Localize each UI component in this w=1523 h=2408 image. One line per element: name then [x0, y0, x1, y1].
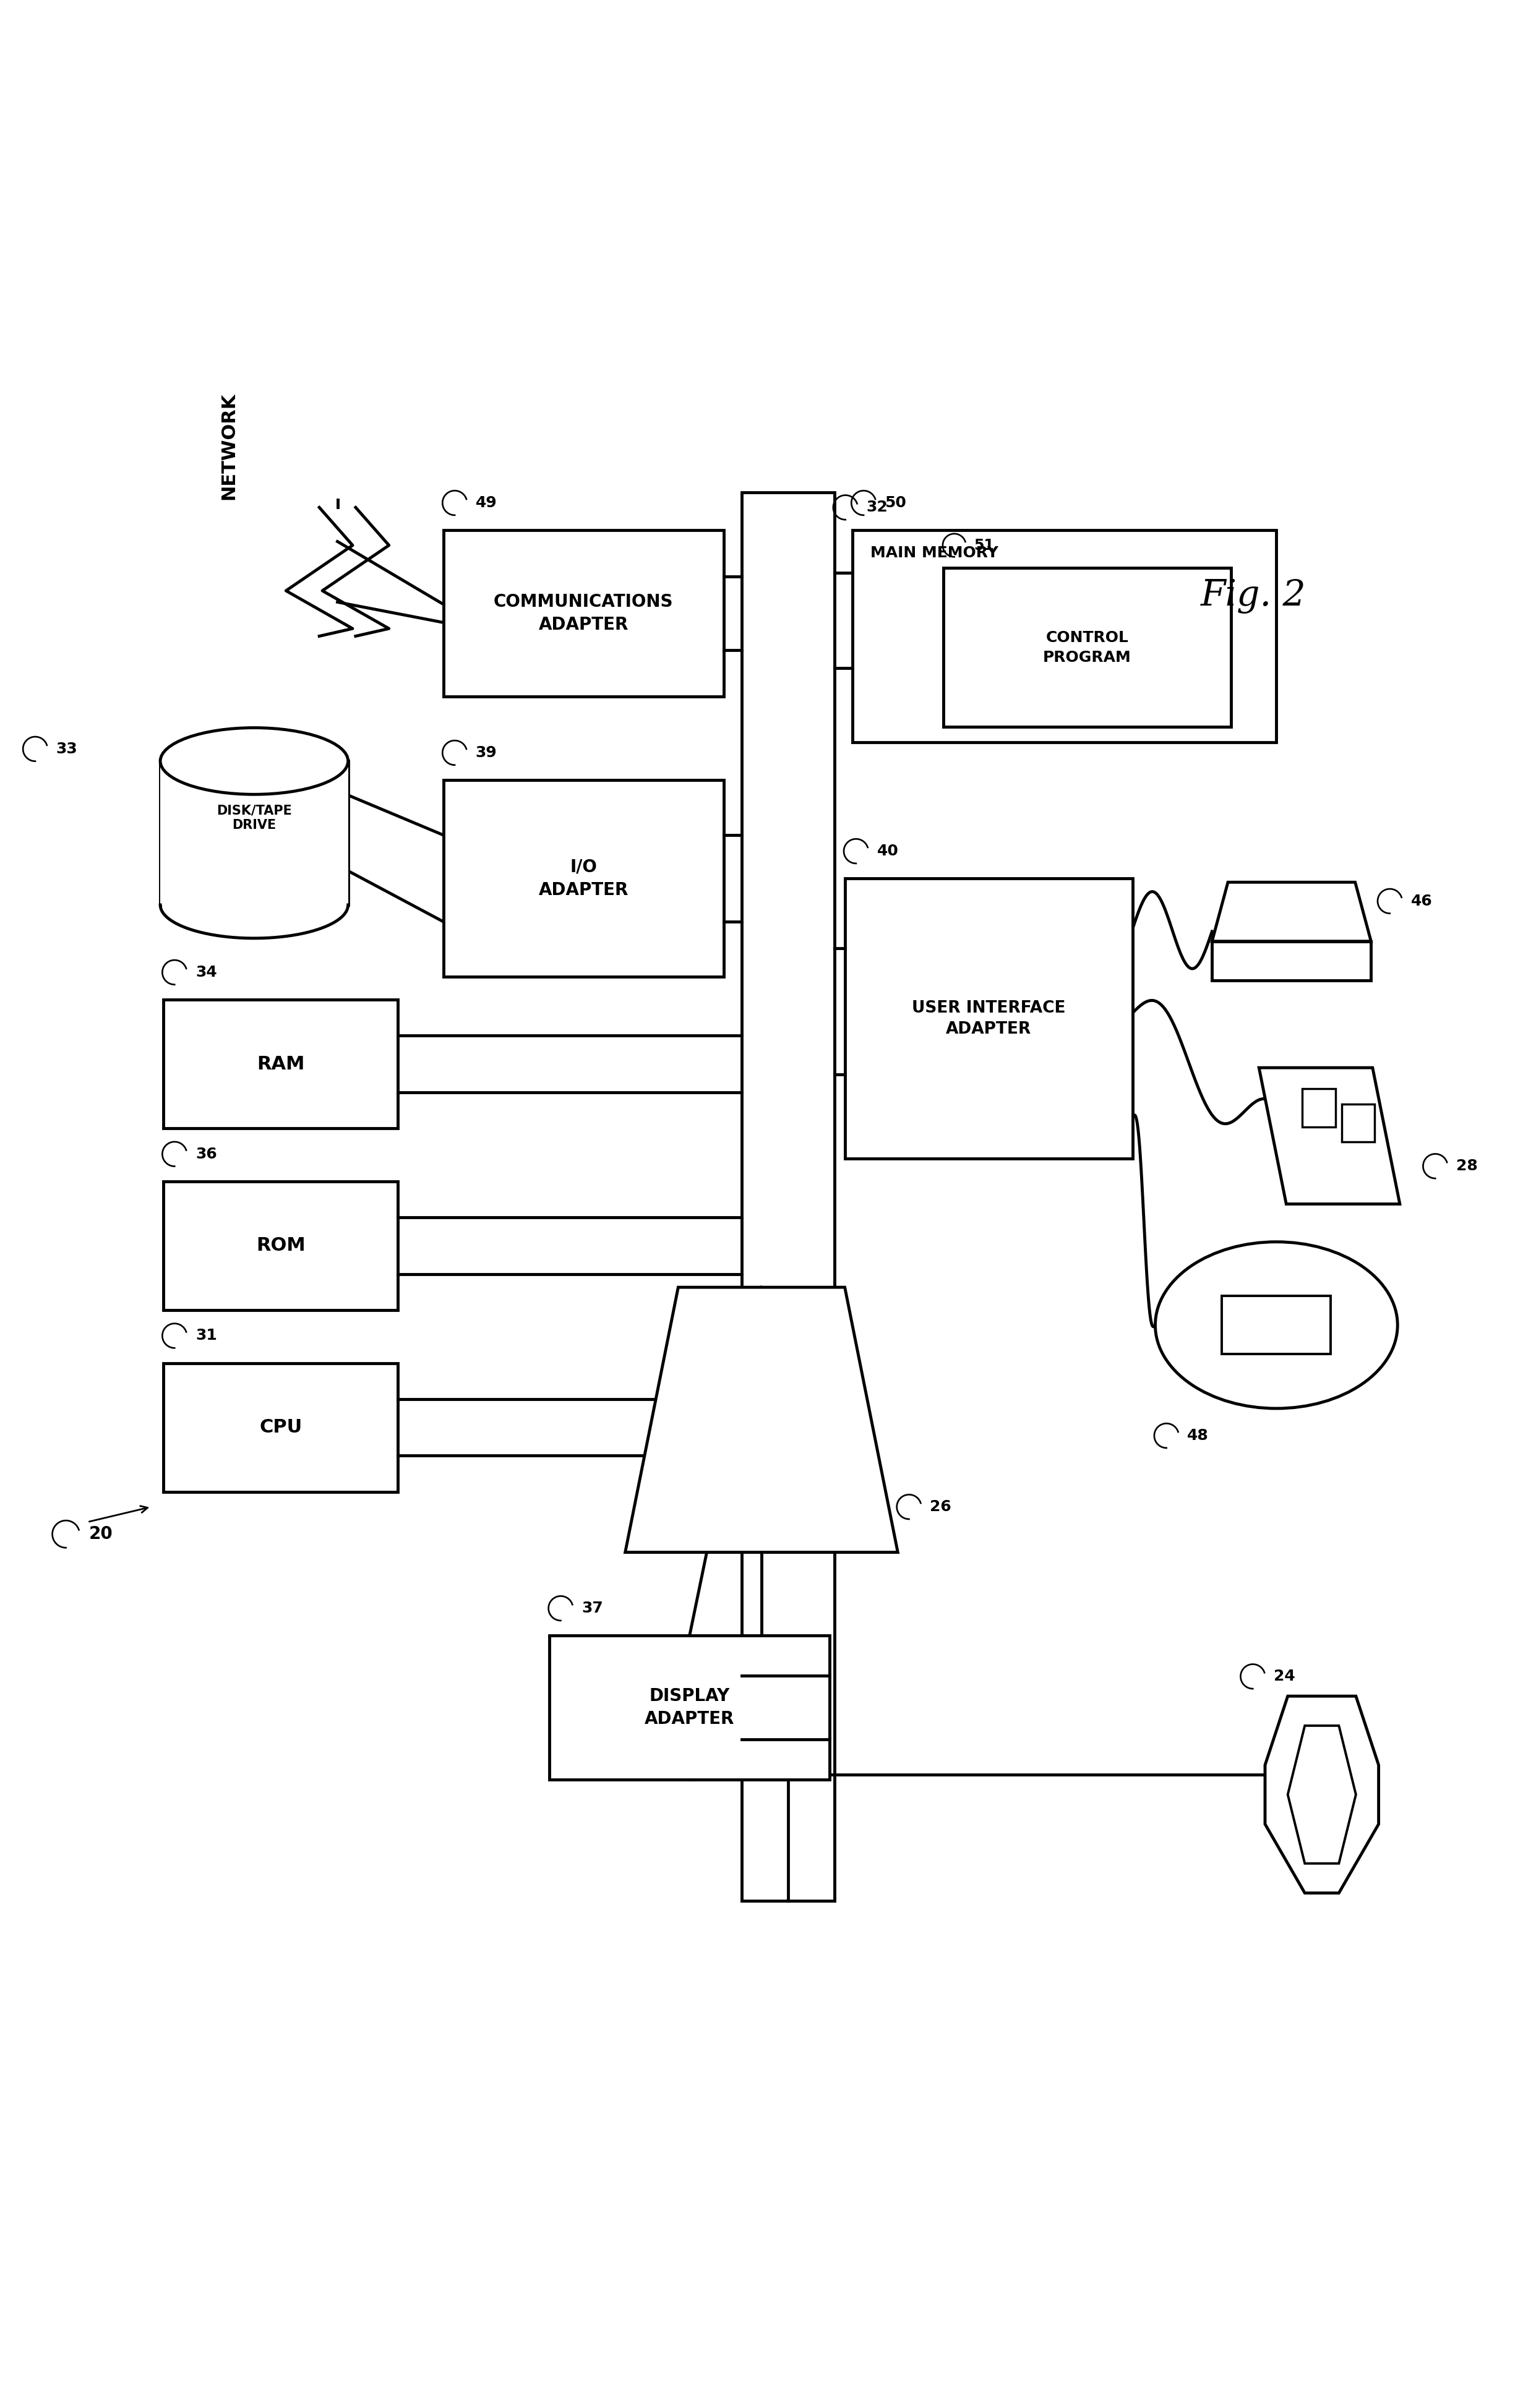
Text: MAIN MEMORY: MAIN MEMORY [871, 544, 999, 561]
Bar [1212, 942, 1371, 980]
Text: USER INTERFACE
ADAPTER: USER INTERFACE ADAPTER [912, 999, 1066, 1038]
Text: RAM: RAM [257, 1055, 305, 1074]
Bar [163, 1182, 398, 1310]
Text: NETWORK: NETWORK [219, 393, 238, 501]
Bar [845, 879, 1133, 1158]
Text: 40: 40 [877, 843, 899, 860]
Text: Fig. 2: Fig. 2 [1200, 578, 1307, 614]
Bar [943, 568, 1231, 727]
Text: 51: 51 [975, 537, 995, 554]
Text: ROM: ROM [256, 1238, 305, 1255]
Polygon shape [626, 1288, 897, 1553]
Bar [1221, 1296, 1331, 1353]
Polygon shape [160, 761, 349, 905]
Text: 32: 32 [867, 501, 888, 515]
Text: 28: 28 [1456, 1158, 1477, 1173]
Text: CPU: CPU [259, 1418, 302, 1435]
Text: 46: 46 [1410, 893, 1432, 908]
Bar [443, 780, 723, 978]
Text: 34: 34 [195, 966, 216, 980]
Text: 36: 36 [195, 1146, 216, 1161]
Bar [1342, 1103, 1375, 1141]
Text: 48: 48 [1188, 1428, 1209, 1442]
Polygon shape [1260, 1067, 1400, 1204]
Bar [1302, 1088, 1336, 1127]
Text: I/O
ADAPTER: I/O ADAPTER [539, 857, 629, 898]
Text: CONTROL
PROGRAM: CONTROL PROGRAM [1043, 631, 1132, 665]
Text: COMMUNICATIONS
ADAPTER: COMMUNICATIONS ADAPTER [493, 592, 673, 633]
Ellipse shape [160, 727, 349, 795]
Text: 37: 37 [582, 1601, 603, 1616]
Ellipse shape [1156, 1243, 1398, 1409]
Bar [550, 1635, 830, 1780]
Bar [163, 999, 398, 1129]
Text: DISK/TAPE
DRIVE: DISK/TAPE DRIVE [216, 804, 292, 831]
Bar [163, 1363, 398, 1491]
Bar [853, 530, 1276, 742]
Bar [443, 530, 723, 696]
Text: 49: 49 [475, 496, 496, 510]
Text: 33: 33 [56, 742, 78, 756]
Polygon shape [1212, 881, 1371, 942]
Text: 24: 24 [1273, 1669, 1295, 1683]
Polygon shape [1288, 1727, 1355, 1864]
Text: 50: 50 [885, 496, 906, 510]
Text: 39: 39 [475, 746, 496, 761]
Polygon shape [1266, 1695, 1378, 1893]
Text: DISPLAY
ADAPTER: DISPLAY ADAPTER [644, 1688, 734, 1727]
Text: 31: 31 [195, 1329, 216, 1344]
Text: 26: 26 [931, 1500, 952, 1515]
Text: 20: 20 [90, 1524, 113, 1544]
Bar [742, 491, 835, 1900]
